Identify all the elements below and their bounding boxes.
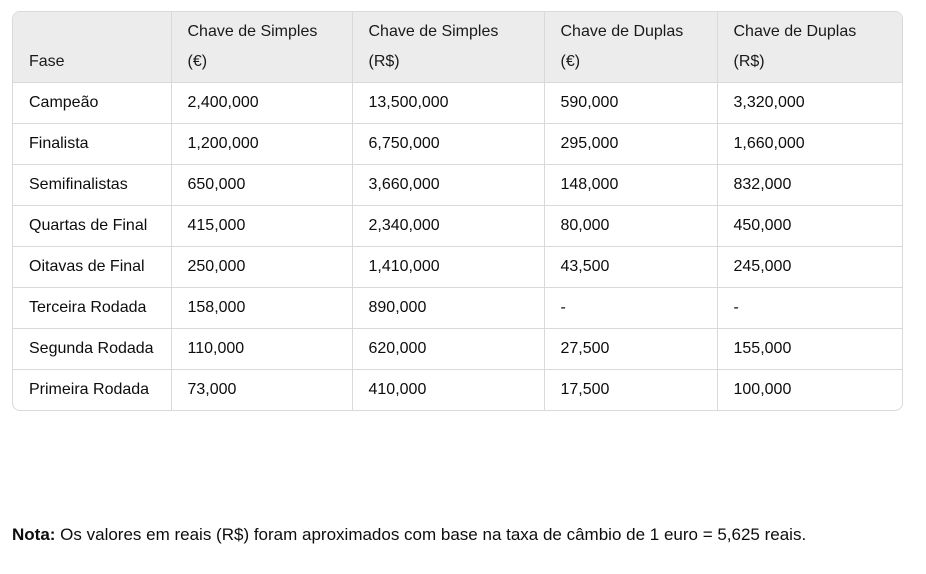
table-cell: 3,320,000	[717, 82, 902, 124]
table-cell: Segunda Rodada	[13, 328, 172, 370]
table-row: Primeira Rodada 73,000 410,000 17,500 100,00…	[13, 369, 902, 410]
table-cell: 80,000	[544, 205, 718, 247]
table-cell: Semifinalistas	[13, 164, 172, 206]
table-cell: -	[717, 287, 902, 329]
table-cell: 6,750,000	[352, 123, 545, 165]
table-row: Terceira Rodada 158,000 890,000- -	[13, 287, 902, 329]
table-cell: 3,660,000	[352, 164, 545, 206]
note-text: Os valores em reais (R$) foram aproximad…	[55, 525, 807, 544]
table-cell: 450,000	[717, 205, 902, 247]
table-cell: 245,000	[717, 246, 902, 288]
table-cell: 1,410,000	[352, 246, 545, 288]
table-cell: 158,000	[171, 287, 353, 329]
table-cell: -	[544, 287, 718, 329]
column-header: Chave de Duplas (€)	[544, 12, 718, 83]
table-row: Quartas de Final 415,000 2,340,000 80,000 45…	[13, 205, 902, 247]
column-header: Chave de Simples (€)	[171, 12, 353, 83]
table-cell: 620,000	[352, 328, 545, 370]
table-cell: 410,000	[352, 369, 545, 410]
table-cell: 13,500,000	[352, 82, 545, 124]
table-cell: Oitavas de Final	[13, 246, 172, 288]
table-cell: Quartas de Final	[13, 205, 172, 247]
table-cell: 1,660,000	[717, 123, 902, 165]
column-header: Chave de Duplas (R$)	[717, 12, 902, 83]
table-row: Campeão 2,400,000 13,500,000 590,000 3,320,0…	[13, 82, 902, 124]
note-label: Nota:	[12, 525, 56, 544]
table-cell: Terceira Rodada	[13, 287, 172, 329]
table-cell: 250,000	[171, 246, 353, 288]
table-cell: 110,000	[171, 328, 353, 370]
table-cell: 43,500	[544, 246, 718, 288]
table-cell: Finalista	[13, 123, 172, 165]
table-header-row: Fase Chave de Simples (€) Chave de Simples…	[13, 12, 902, 83]
table-row: Finalista 1,200,000 6,750,000 295,000 1,660,…	[13, 123, 902, 165]
table-cell: 155,000	[717, 328, 902, 370]
table-cell: 27,500	[544, 328, 718, 370]
table-cell: Campeão	[13, 82, 172, 124]
table-cell: 295,000	[544, 123, 718, 165]
table-row: Semifinalistas 650,000 3,660,000 148,000 832…	[13, 164, 902, 206]
column-header: Chave de Simples (R$)	[352, 12, 545, 83]
note-paragraph: Nota: Os valores em reais (R$) foram apr…	[12, 518, 902, 551]
table-row: Oitavas de Final 250,000 1,410,000 43,500 24…	[13, 246, 902, 288]
table-cell: 17,500	[544, 369, 718, 410]
table-cell: 590,000	[544, 82, 718, 124]
table-cell: 1,200,000	[171, 123, 353, 165]
table-cell: 100,000	[733, 381, 792, 398]
table-cell: 148,000	[544, 164, 718, 206]
table-cell: 650,000	[171, 164, 353, 206]
table-cell: 73,000	[171, 369, 353, 410]
table-cell: Primeira Rodada	[13, 369, 172, 410]
table-row: Segunda Rodada 110,000 620,000 27,500 155,00…	[13, 328, 902, 370]
table-cell: 415,000	[171, 205, 353, 247]
table-cell: 2,400,000	[171, 82, 353, 124]
prize-table: Fase Chave de Simples (€) Chave de Simples…	[13, 12, 902, 410]
table-cell: 832,000	[717, 164, 902, 206]
table-cell: 2,340,000	[352, 205, 545, 247]
table-cell: 890,000	[352, 287, 545, 329]
prize-table-container: Fase Chave de Simples (€) Chave de Simples…	[12, 11, 903, 411]
column-header: Fase	[13, 12, 172, 83]
